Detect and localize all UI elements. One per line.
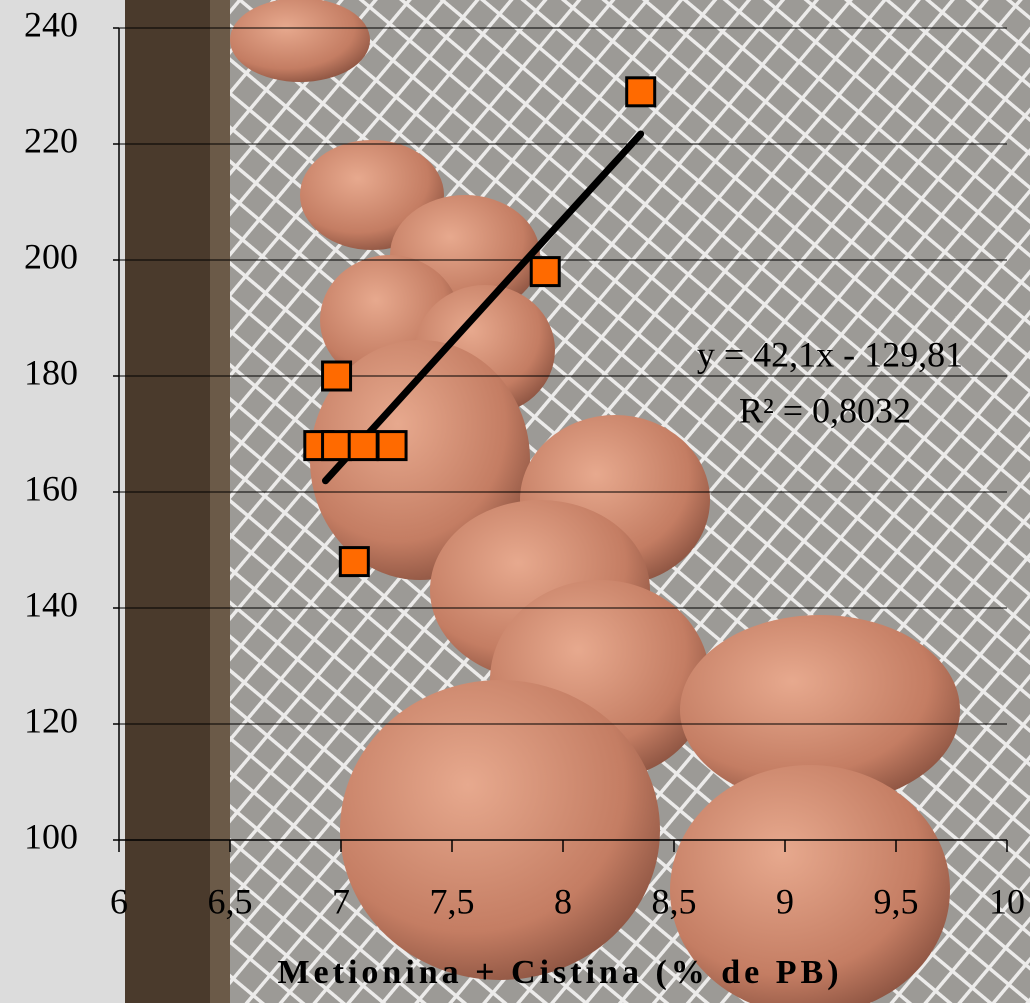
x-tick-label: 6 xyxy=(110,881,128,921)
data-point xyxy=(347,430,379,462)
x-tick-label: 8 xyxy=(554,881,572,921)
x-tick-label: 9 xyxy=(776,881,794,921)
x-tick-label: 6,5 xyxy=(208,881,253,921)
y-tick-label: 140 xyxy=(24,584,78,624)
data-point xyxy=(321,360,353,392)
x-tick-label: 10 xyxy=(989,881,1025,921)
data-point xyxy=(529,256,561,288)
y-tick-label: 160 xyxy=(24,468,78,508)
data-point xyxy=(376,430,408,462)
r-squared: R² = 0,8032 xyxy=(739,390,911,430)
x-axis-label: Metionina + Cistina (% de PB) xyxy=(277,954,842,991)
data-point xyxy=(321,430,353,462)
trendline-equation: y = 42,1x - 129,81 xyxy=(697,334,963,374)
y-tick-label: 220 xyxy=(24,120,78,160)
data-point xyxy=(625,76,657,108)
y-tick-label: 100 xyxy=(24,816,78,856)
x-tick-label: 8,5 xyxy=(652,881,697,921)
y-tick-label: 200 xyxy=(24,236,78,276)
y-tick-label: 180 xyxy=(24,352,78,392)
x-tick-label: 9,5 xyxy=(874,881,919,921)
trendline xyxy=(321,130,645,485)
y-tick-label: 120 xyxy=(24,700,78,740)
data-point xyxy=(338,546,370,578)
x-tick-label: 7,5 xyxy=(430,881,475,921)
x-tick-label: 7 xyxy=(332,881,350,921)
y-tick-label: 240 xyxy=(24,4,78,44)
